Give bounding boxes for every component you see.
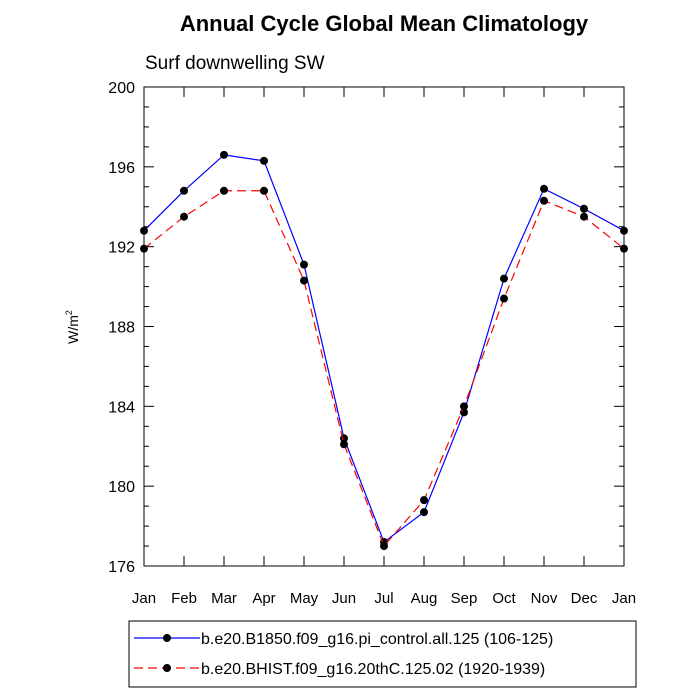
series-2-point (220, 186, 228, 195)
series-2-point (300, 276, 308, 285)
legend-label-1: b.e20.B1850.f09_g16.pi_control.all.125 (… (201, 631, 553, 648)
x-tick-label: Apr (252, 590, 275, 607)
x-tick-label: Mar (211, 590, 237, 607)
plot-area: 176 180 184 188 192 196 200 Jan Feb Mar Apr May Jun J… (108, 80, 636, 607)
y-axis-label-text: W/m (65, 315, 81, 344)
series-2-point (340, 440, 348, 449)
x-tick-label: Nov (531, 590, 558, 607)
series-2-point (620, 244, 628, 253)
series-line-2 (143, 190, 625, 548)
y-tick-label: 188 (108, 320, 135, 337)
plot-frame (143, 86, 625, 567)
legend-marker-2 (163, 664, 171, 672)
series-1-point (180, 186, 188, 195)
legend-marker-1 (163, 634, 171, 642)
series-1-point (580, 204, 588, 213)
series-1-point (260, 156, 268, 165)
series-1-point (420, 508, 428, 517)
y-tick-label: 176 (108, 559, 135, 576)
x-tick-label: May (290, 590, 319, 607)
x-tick-label: Jul (374, 590, 393, 607)
x-tick-label: Jun (332, 590, 356, 607)
y-tick-label: 180 (108, 479, 135, 496)
legend-box (128, 620, 637, 688)
series-1-point (500, 274, 508, 283)
x-tick-label: Oct (492, 590, 516, 607)
series-line-1 (143, 154, 625, 544)
x-tick-label: Sep (451, 590, 478, 607)
y-tick-label: 196 (108, 160, 135, 177)
series-2-point (380, 542, 388, 551)
series-1-point (140, 226, 148, 235)
series-2-point (180, 212, 188, 221)
y-axis-label-superscript: 2 (64, 310, 74, 315)
x-tick-label: Aug (411, 590, 438, 607)
x-tick-label: Feb (171, 590, 197, 607)
chart-title: Annual Cycle Global Mean Climatology (180, 11, 589, 36)
x-tick-label: Jan (132, 590, 156, 607)
series-1-point (300, 260, 308, 269)
series-2-point (420, 496, 428, 505)
y-tick-label: 192 (108, 240, 135, 257)
series-2-point (460, 402, 468, 411)
series-1-point (220, 150, 228, 159)
series-1-point (620, 226, 628, 235)
x-tick-label: Jan (612, 590, 636, 607)
y-axis-label: W/m2 (64, 310, 81, 344)
y-tick-label: 200 (108, 80, 135, 97)
legend-label-2: b.e20.BHIST.f09_g16.20thC.125.02 (1920-1… (201, 661, 545, 678)
y-tick-label: 184 (108, 399, 135, 416)
series-2-point (140, 244, 148, 253)
chart-subtitle: Surf downwelling SW (145, 53, 325, 74)
legend: b.e20.B1850.f09_g16.pi_control.all.125 (… (128, 620, 637, 688)
series-2-point (500, 294, 508, 303)
series-2-point (260, 186, 268, 195)
series-2-point (580, 212, 588, 221)
series-2-point (540, 196, 548, 205)
series-1-point (540, 184, 548, 193)
x-tick-label: Dec (571, 590, 598, 607)
